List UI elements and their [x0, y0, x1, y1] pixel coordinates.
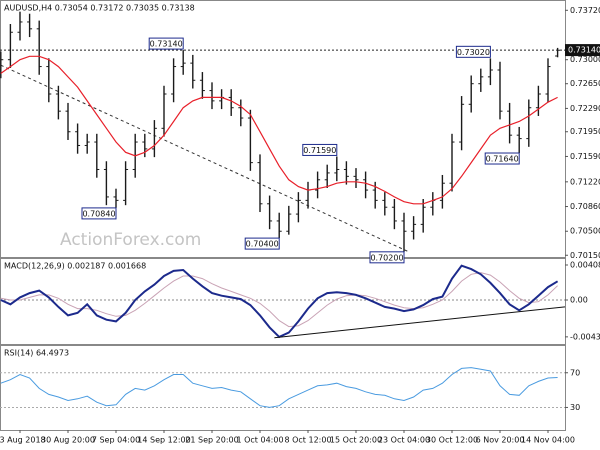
y-tick-label: 0.71220	[570, 177, 600, 186]
y-tick-label: 70	[570, 368, 580, 377]
rsi-panel	[0, 345, 566, 431]
price-marker	[565, 44, 600, 57]
rsi-title: RSI(14) 64.4973	[4, 349, 69, 358]
x-tick-label: 30 Aug 20:00	[41, 436, 95, 445]
y-tick-label: 0.73000	[570, 55, 600, 64]
trend-line	[274, 306, 566, 339]
y-tick-label: 0.73720	[570, 6, 600, 15]
annotation-label: 0.71640	[486, 155, 519, 164]
annotation-box	[148, 37, 184, 50]
trend-line	[0, 64, 410, 253]
x-tick-label: 1 Oct 04:00	[236, 436, 283, 445]
annotation-label: 0.71590	[303, 146, 336, 155]
annotation-label: 0.70840	[82, 209, 115, 218]
x-tick-label: 23 Aug 2018	[0, 436, 46, 445]
annotation-box	[244, 237, 280, 250]
y-tick-label: 0.70860	[570, 202, 600, 211]
rsi-line	[0, 367, 558, 408]
x-tick-label: 6 Nov 20:00	[476, 436, 525, 445]
y-tick-label: 30	[570, 403, 580, 412]
chart-title: AUDUSD,H4 0.73054 0.73172 0.73035 0.7313…	[4, 4, 195, 13]
x-tick-label: 8 Oct 12:00	[284, 436, 331, 445]
annotation-label: 0.70400	[246, 240, 279, 249]
y-tick-label: 0.72290	[570, 104, 600, 113]
y-tick-label: 0.004085	[570, 260, 600, 269]
annotation-box	[484, 152, 520, 165]
price-marker-label: 0.73140	[568, 46, 600, 55]
annotation-box	[81, 207, 117, 220]
macd-title: MACD(12,26,9) 0.002187 0.001668	[4, 262, 146, 271]
x-tick-label: 14 Sep 12:00	[137, 436, 190, 445]
watermark: ActionForex.com	[60, 230, 201, 250]
annotation-box	[302, 143, 338, 156]
x-tick-label: 23 Oct 04:00	[378, 436, 430, 445]
y-tick-label: 0.70500	[570, 227, 600, 236]
y-tick-label: 0.71590	[570, 152, 600, 161]
x-tick-label: 15 Oct 20:00	[330, 436, 382, 445]
annotation-label: 0.70200	[370, 253, 403, 262]
annotation-box	[455, 45, 491, 58]
y-tick-label: 0.00	[570, 296, 588, 305]
y-tick-label: 0.70150	[570, 251, 600, 260]
x-tick-label: 21 Sep 20:00	[185, 436, 238, 445]
annotation-box	[369, 251, 405, 264]
x-tick-label: 30 Oct 12:00	[426, 436, 478, 445]
macd-line	[0, 264, 559, 339]
y-tick-label: 0.71950	[570, 127, 600, 136]
annotation-label: 0.73140	[150, 40, 183, 49]
signal-line	[0, 272, 558, 328]
price-panel	[0, 0, 566, 258]
y-tick-label: -0.0043	[570, 332, 600, 341]
x-tick-label: 14 Nov 04:00	[521, 436, 575, 445]
y-tick-label: 0.72650	[570, 79, 600, 88]
x-tick-label: 7 Sep 04:00	[92, 436, 140, 445]
moving-average	[0, 55, 558, 205]
macd-panel	[0, 258, 566, 345]
annotation-label: 0.73020	[457, 48, 490, 57]
